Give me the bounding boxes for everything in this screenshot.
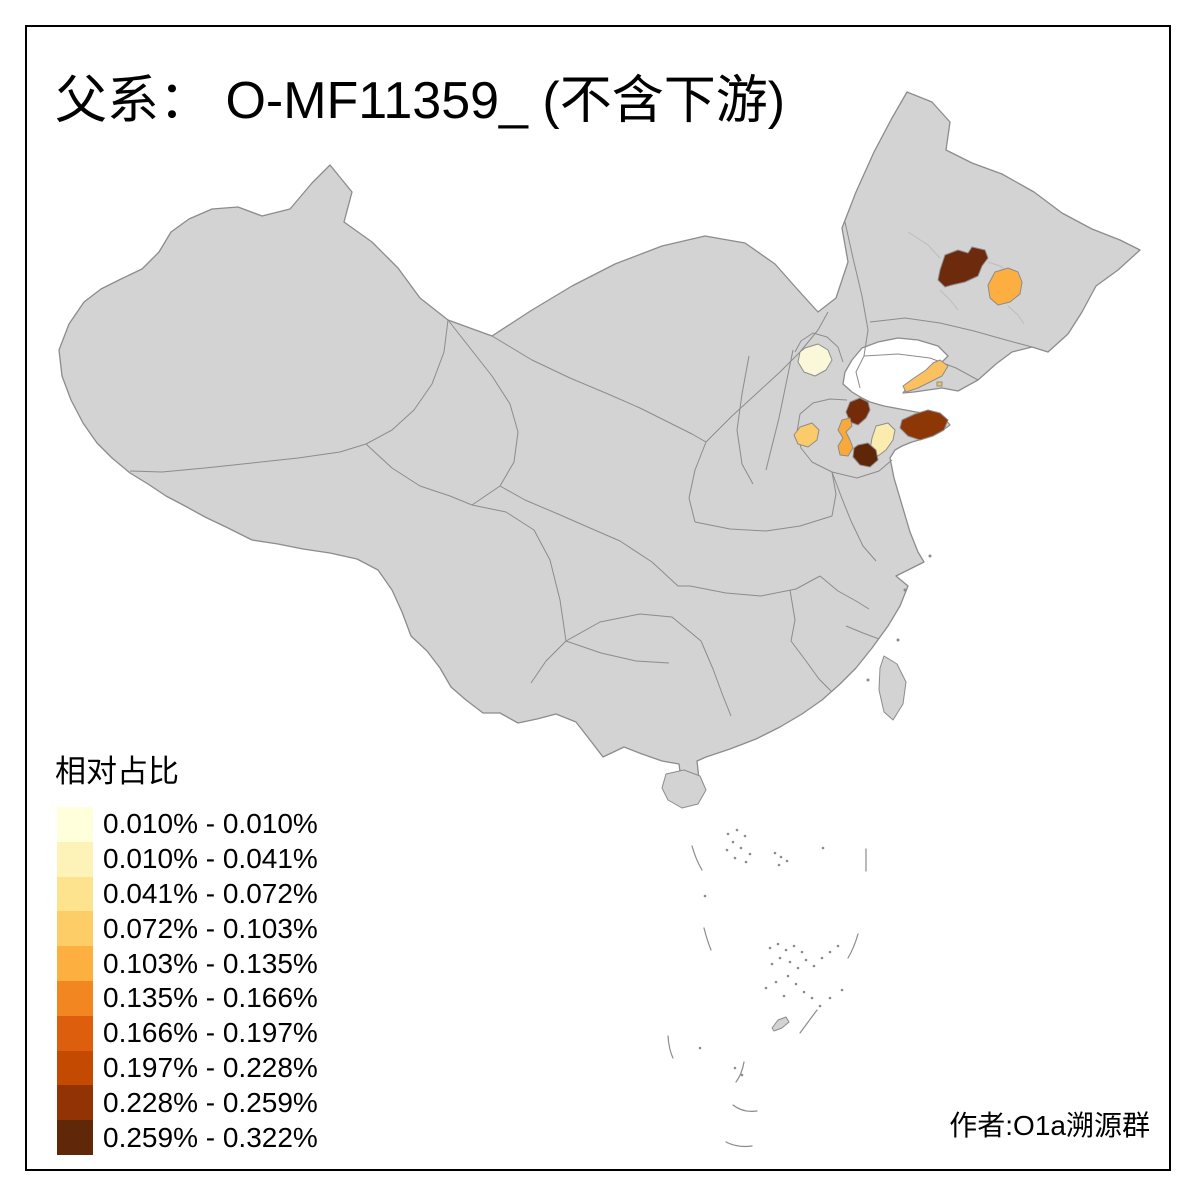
region-shandong-south-dark [852, 442, 879, 468]
legend-label: 0.072% - 0.103% [103, 912, 318, 944]
taiwan-island [878, 655, 907, 721]
legend-swatch [57, 1050, 93, 1086]
legend-label: 0.135% - 0.166% [103, 982, 318, 1014]
legend-label: 0.103% - 0.135% [103, 947, 318, 979]
region-beijing-area [797, 343, 833, 377]
legend-label: 0.197% - 0.228% [103, 1051, 318, 1083]
legend-swatch [57, 1015, 93, 1051]
legend-item-3: 0.072% - 0.103% [57, 911, 318, 947]
legend-title: 相对占比 [55, 754, 179, 789]
legend-item-5: 0.135% - 0.166% [57, 980, 318, 1016]
legend-item-6: 0.166% - 0.197% [57, 1015, 318, 1051]
plot-frame [25, 25, 1171, 1171]
legend-swatch [57, 980, 93, 1016]
south-china-sea-islets [698, 828, 844, 1077]
legend-label: 0.010% - 0.041% [103, 843, 318, 875]
region-shandong-peninsula-redbrown [899, 409, 949, 441]
legend: 相对占比 0.010% - 0.010% 0.010% - 0.041% 0.041… [55, 746, 318, 1155]
attribution-text: 作者:O1a溯源群 [949, 1110, 1150, 1141]
mainland-outline [58, 91, 1141, 788]
legend-item-4: 0.103% - 0.135% [57, 946, 318, 981]
legend-item-2: 0.041% - 0.072% [57, 876, 318, 912]
region-liaodong-islet [936, 381, 943, 387]
region-shandong-east-pale [869, 422, 896, 457]
region-liaodong-peninsula-coast [902, 359, 949, 393]
islands [661, 554, 932, 1032]
legend-swatch [57, 876, 93, 912]
legend-swatch [57, 1085, 93, 1121]
legend-swatch [57, 911, 93, 947]
legend-item-7: 0.197% - 0.228% [57, 1050, 318, 1086]
legend-label: 0.228% - 0.259% [103, 1086, 318, 1118]
legend-label: 0.041% - 0.072% [103, 877, 318, 909]
legend-swatch [57, 946, 93, 981]
paracel-islet [771, 1016, 790, 1032]
legend-swatch [57, 807, 93, 842]
province-borders [129, 221, 1033, 717]
region-shandong-north-dark [845, 397, 871, 426]
legend-item-0: 0.010% - 0.010% [57, 807, 318, 842]
region-northeast-heilongjiang-dark [937, 246, 989, 288]
south-china-sea-dashes [667, 845, 867, 1148]
legend-swatch [57, 841, 93, 877]
legend-swatch [57, 1120, 93, 1155]
region-shandong-central-orange [837, 417, 854, 457]
region-shandong-west-orange [793, 422, 820, 448]
legend-label: 0.259% - 0.322% [103, 1121, 318, 1153]
legend-label: 0.166% - 0.197% [103, 1017, 318, 1049]
highlighted-regions [793, 246, 1023, 468]
legend-item-9: 0.259% - 0.322% [57, 1120, 318, 1155]
hainan-island [661, 769, 707, 809]
legend-item-8: 0.228% - 0.259% [57, 1085, 318, 1121]
legend-item-1: 0.010% - 0.041% [57, 841, 318, 877]
legend-label: 0.010% - 0.010% [103, 808, 318, 840]
legend-rows: 0.010% - 0.010% 0.010% - 0.041% 0.041% - 0… [55, 807, 318, 1155]
region-northeast-heilongjiang-orange [987, 267, 1023, 306]
map-title: 父系： O-MF11359_ (不含下游) [55, 72, 786, 130]
